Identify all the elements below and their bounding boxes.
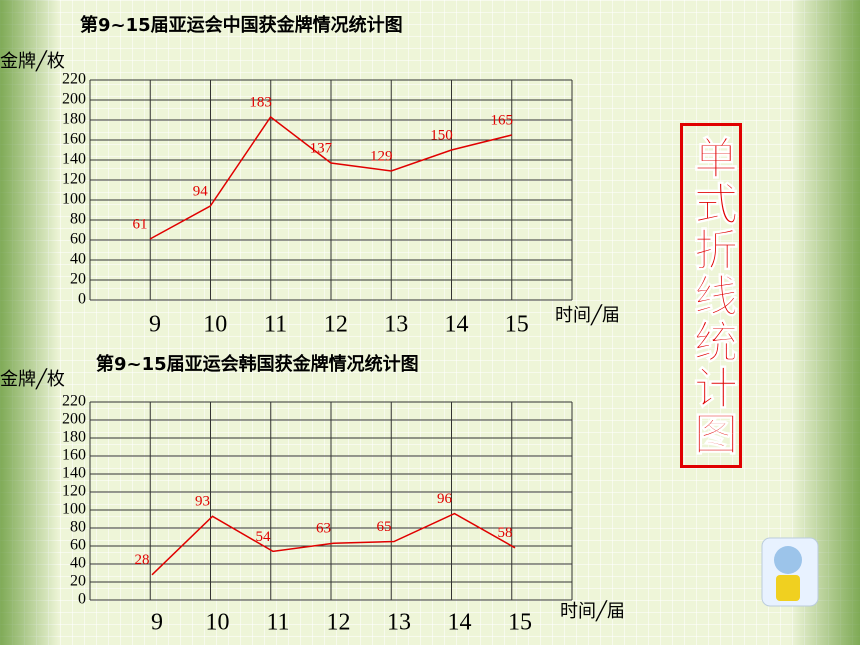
data-label: 61 <box>133 216 148 232</box>
x-tick-label: 13 <box>384 312 408 338</box>
data-label: 165 <box>491 112 514 128</box>
y-tick-label: 100 <box>62 191 86 208</box>
x-tick-label: 10 <box>206 610 230 636</box>
x-tick-label: 15 <box>508 610 532 636</box>
y-tick-label: 220 <box>62 393 86 410</box>
y-tick-label: 60 <box>70 537 86 554</box>
y-tick-label: 40 <box>70 555 86 572</box>
y-tick-label: 120 <box>62 483 86 500</box>
y-tick-label: 80 <box>70 211 86 228</box>
line <box>151 512 516 576</box>
y-tick-label: 120 <box>62 171 86 188</box>
x-tick-label: 9 <box>149 312 161 338</box>
cat-icon <box>761 537 819 607</box>
data-label: 58 <box>498 525 513 541</box>
data-label: 96 <box>437 491 453 507</box>
x-tick-label: 13 <box>387 610 411 636</box>
y-tick-label: 20 <box>70 573 86 590</box>
chart-title: 第9~15届亚运会中国获金牌情况统计图 <box>80 14 403 36</box>
x-axis-label: 时间╱届 <box>560 600 625 622</box>
x-tick-label: 14 <box>448 610 472 636</box>
y-tick-label: 40 <box>70 251 86 268</box>
x-tick-label: 11 <box>266 610 289 636</box>
y-tick-label: 140 <box>62 151 86 168</box>
line <box>149 115 512 240</box>
data-label: 65 <box>377 519 392 535</box>
x-tick-label: 11 <box>264 312 287 338</box>
data-label: 137 <box>310 140 333 156</box>
x-tick-label: 15 <box>505 312 529 338</box>
data-label: 93 <box>195 494 210 510</box>
x-tick-label: 9 <box>151 610 163 636</box>
y-tick-label: 100 <box>62 501 86 518</box>
data-label: 54 <box>256 529 272 545</box>
data-label: 63 <box>316 521 331 537</box>
y-axis-label: 金牌╱枚 <box>0 368 65 390</box>
y-tick-label: 20 <box>70 271 86 288</box>
y-tick-label: 200 <box>62 91 86 108</box>
y-tick-label: 60 <box>70 231 86 248</box>
left-foliage <box>0 0 60 645</box>
y-tick-label: 200 <box>62 411 86 428</box>
x-axis-label: 时间╱届 <box>555 304 620 326</box>
y-tick-label: 0 <box>78 291 86 308</box>
y-tick-label: 220 <box>62 71 86 88</box>
y-tick-label: 160 <box>62 131 86 148</box>
data-label: 28 <box>135 552 150 568</box>
y-tick-label: 160 <box>62 447 86 464</box>
y-tick-label: 0 <box>78 591 86 608</box>
chart-title: 第9~15届亚运会韩国获金牌情况统计图 <box>96 353 419 375</box>
side-label: 单式折线统计图 <box>680 123 742 468</box>
x-tick-label: 12 <box>327 610 351 636</box>
y-tick-label: 140 <box>62 465 86 482</box>
y-tick-label: 180 <box>62 111 86 128</box>
y-axis-label: 金牌╱枚 <box>0 50 65 72</box>
data-label: 94 <box>193 183 209 199</box>
x-tick-label: 10 <box>203 312 227 338</box>
data-label: 129 <box>370 148 393 164</box>
x-tick-label: 12 <box>324 312 348 338</box>
y-tick-label: 180 <box>62 429 86 446</box>
y-tick-label: 80 <box>70 519 86 536</box>
x-tick-label: 14 <box>445 312 469 338</box>
data-label: 150 <box>430 127 453 143</box>
data-label: 183 <box>249 94 272 110</box>
